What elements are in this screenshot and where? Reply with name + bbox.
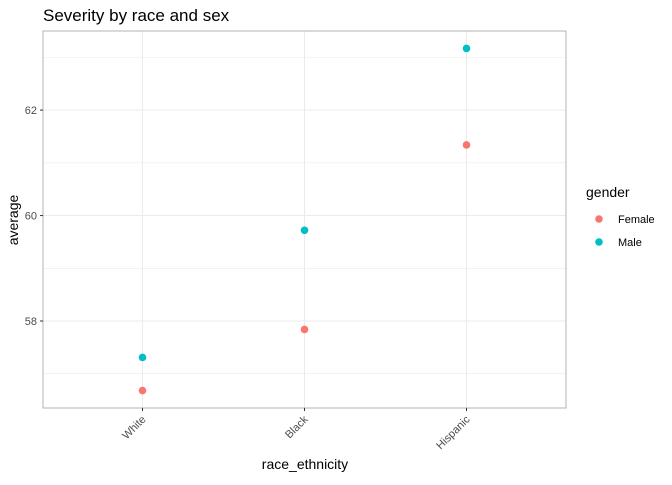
point-male-hispanic (462, 44, 471, 53)
legend-items: Female Male (595, 214, 655, 249)
data-points (138, 44, 471, 395)
point-female-hispanic (462, 141, 471, 149)
point-female-black (300, 325, 309, 334)
grid (43, 31, 566, 408)
legend-title: gender (586, 184, 630, 200)
y-tick-label: 60 (25, 211, 37, 223)
y-axis-title: average (5, 194, 21, 245)
legend: gender Female Male (586, 184, 655, 249)
legend-label-female: Female (618, 214, 655, 226)
legend-key-male (595, 238, 603, 246)
x-axis-title: race_ethnicity (262, 456, 348, 472)
point-male-white (138, 353, 147, 362)
x-tick-label: White (120, 414, 148, 442)
point-male-black (300, 226, 309, 235)
legend-key-female (595, 215, 603, 223)
chart-title: Severity by race and sex (43, 6, 230, 25)
x-tick-label: Hispanic (434, 413, 473, 452)
x-tick-label: Black (283, 413, 311, 441)
y-tick-label: 58 (25, 316, 37, 328)
legend-label-male: Male (618, 237, 642, 249)
x-axis-ticks: White Black Hispanic (120, 408, 473, 452)
point-female-white (138, 386, 147, 395)
y-axis-ticks: 58 60 62 (25, 105, 43, 328)
y-tick-label: 62 (25, 105, 37, 117)
